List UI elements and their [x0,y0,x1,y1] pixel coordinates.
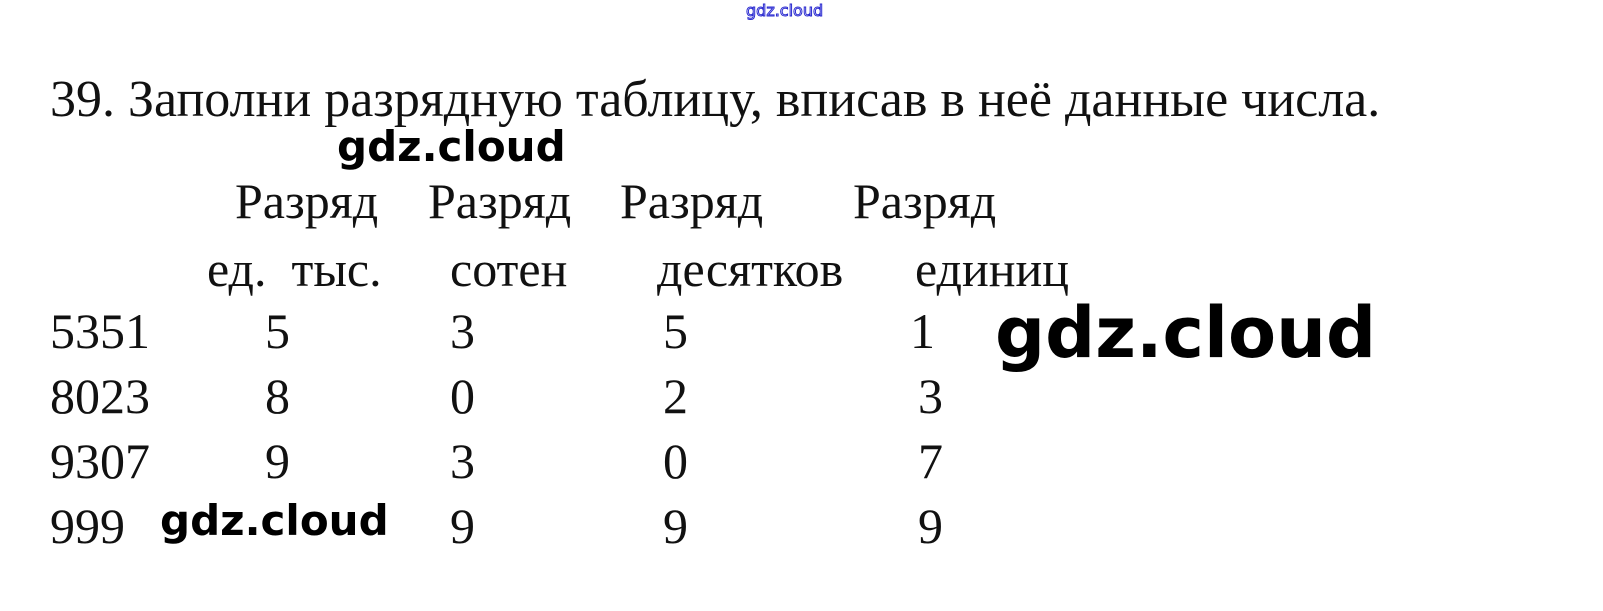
digit-units: 1 [910,303,935,359]
row-number: 8023 [50,368,150,424]
digit-tens: 9 [663,498,688,554]
row-number: 9307 [50,433,150,489]
digit-hundreds: 3 [450,433,475,489]
digit-tens: 0 [663,433,688,489]
header-thousands-line1: Разряд [235,173,379,229]
digit-hundreds: 3 [450,303,475,359]
row-number: 999 [50,498,125,554]
digit-hundreds: 9 [450,498,475,554]
header-units-line2: единиц [915,241,1070,297]
header-units-line1: Разряд [853,173,997,229]
digit-units: 9 [918,498,943,554]
watermark: gdz.cloud [337,122,566,171]
header-hundreds-line2: сотен [450,241,568,297]
header-hundreds-line1: Разряд [428,173,572,229]
digit-thousands: 8 [265,368,290,424]
exercise-title: 39. Заполни разрядную таблицу, вписав в … [50,71,1381,128]
header-thousands-line2: ед. тыс. [207,241,382,297]
header-tens-line2: десятков [657,241,844,297]
digit-tens: 5 [663,303,688,359]
digit-tens: 2 [663,368,688,424]
digit-units: 3 [918,368,943,424]
watermark: gdz.cloud [995,292,1377,374]
digit-units: 7 [918,433,943,489]
watermark-top: gdz.cloud [745,1,824,20]
digit-thousands: 5 [265,303,290,359]
digit-hundreds: 0 [450,368,475,424]
digit-thousands: 9 [265,433,290,489]
row-number: 5351 [50,303,150,359]
header-tens-line1: Разряд [620,173,764,229]
watermark: gdz.cloud [160,496,389,545]
